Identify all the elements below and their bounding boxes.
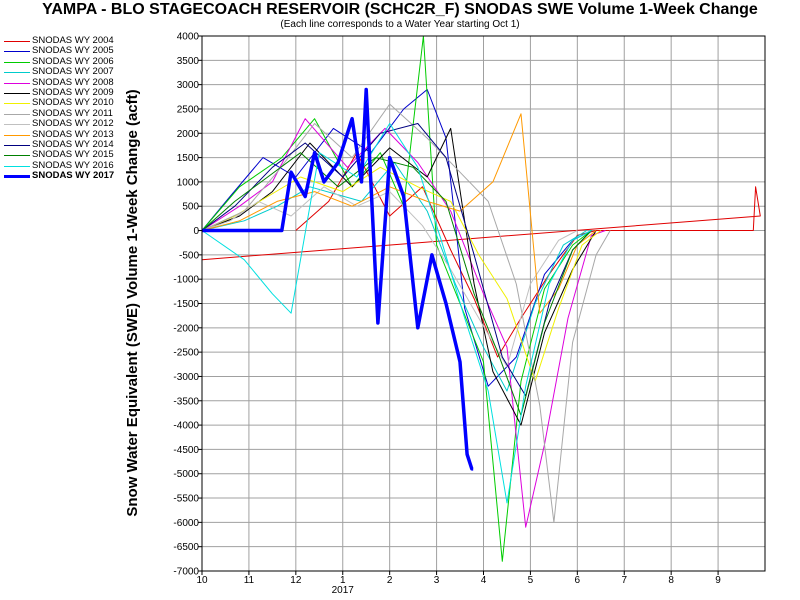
- y-tick-label: 1500: [177, 153, 200, 164]
- legend-item: SNODAS WY 2004: [4, 35, 126, 46]
- legend-item: SNODAS WY 2005: [4, 45, 126, 57]
- legend-swatch: [4, 175, 30, 179]
- legend-item: SNODAS WY 2017: [4, 170, 126, 182]
- legend-item: SNODAS WY 2013: [4, 128, 126, 140]
- y-tick-label: -500: [179, 250, 199, 261]
- x-tick-label: 7: [621, 575, 627, 586]
- x-tick-label: 8: [668, 575, 674, 586]
- legend-swatch: [4, 134, 30, 136]
- y-tick-label: 2000: [177, 129, 200, 140]
- x-tick-label: 11: [244, 575, 255, 586]
- legend-item: SNODAS WY 2007: [4, 66, 126, 78]
- series-line: [201, 123, 592, 397]
- legend-label: SNODAS WY 2006: [32, 55, 114, 67]
- series-line: [201, 152, 592, 416]
- legend-item: SNODAS WY 2008: [4, 76, 126, 88]
- y-tick-label: -4500: [173, 445, 199, 456]
- x-tick-label: 1: [340, 575, 346, 586]
- legend-label: SNODAS WY 2005: [32, 45, 114, 57]
- y-tick-label: -4000: [173, 421, 199, 432]
- x-tick-label: 9: [715, 575, 721, 586]
- y-tick-label: -2500: [173, 348, 199, 359]
- series-line: [201, 123, 592, 504]
- y-tick-label: 2500: [177, 104, 200, 115]
- y-tick-label: -5000: [173, 469, 199, 480]
- y-tick-label: 4000: [177, 32, 200, 43]
- y-tick-label: -2000: [173, 323, 199, 334]
- series-line: [201, 103, 611, 523]
- legend-label: SNODAS WY 2007: [32, 66, 114, 78]
- series-line: [201, 166, 602, 382]
- chart-title: YAMPA - BLO STAGECOACH RESERVOIR (SCHC2R…: [42, 1, 758, 18]
- legend-label: SNODAS WY 2012: [32, 118, 114, 130]
- legend-label: SNODAS WY 2016: [32, 159, 114, 171]
- legend-swatch: [4, 72, 30, 74]
- legend-swatch: [4, 155, 30, 157]
- legend-label: SNODAS WY 2013: [32, 128, 114, 140]
- legend-swatch: [4, 92, 30, 94]
- x-tick-label: 3: [434, 575, 440, 586]
- legend-label: SNODAS WY 2015: [32, 149, 114, 161]
- legend-label: SNODAS WY 2009: [32, 86, 114, 98]
- y-tick-label: 0: [193, 226, 199, 237]
- legend-label: SNODAS WY 2014: [32, 138, 114, 150]
- x-year-label: 2017: [332, 585, 355, 596]
- legend-swatch: [4, 61, 30, 63]
- y-tick-label: -6000: [173, 518, 199, 529]
- x-tick-label: 10: [196, 575, 208, 586]
- legend-item: SNODAS WY 2016: [4, 159, 126, 171]
- y-tick-label: 500: [182, 202, 199, 213]
- legend-label: SNODAS WY 2010: [32, 97, 114, 109]
- legend-swatch: [4, 103, 30, 105]
- series-line: [201, 118, 606, 528]
- chart-legend: SNODAS WY 2004 SNODAS WY 2005 SNODAS WY 20…: [4, 35, 126, 182]
- legend-item: SNODAS WY 2015: [4, 149, 126, 161]
- legend-item: SNODAS WY 2014: [4, 138, 126, 150]
- x-tick-label: 2: [387, 575, 393, 586]
- y-tick-label: -1000: [173, 275, 199, 286]
- legend-label: SNODAS WY 2004: [32, 35, 114, 46]
- series-line: [202, 87, 474, 471]
- y-tick-label: -5500: [173, 494, 199, 505]
- y-tick-label: -1500: [173, 299, 199, 310]
- y-tick-label: -3000: [173, 372, 199, 383]
- y-axis: 4000 3500 3000 2500 2000 1500 1000 500 0 -500 -100…: [173, 32, 202, 578]
- legend-label: SNODAS WY 2008: [32, 76, 114, 88]
- y-tick-label: -6500: [173, 542, 199, 553]
- x-tick-label: 6: [575, 575, 581, 586]
- y-tick-label: 3500: [177, 56, 200, 67]
- series-line: [201, 162, 587, 392]
- legend-swatch: [4, 41, 30, 42]
- legend-label: SNODAS WY 2017: [32, 170, 115, 182]
- series-lines: [201, 35, 761, 562]
- legend-swatch: [4, 124, 30, 126]
- series-line: [201, 152, 761, 358]
- series-line: [201, 127, 597, 426]
- chart-subtitle: (Each line corresponds to a Water Year s…: [280, 19, 520, 30]
- legend-item: SNODAS WY 2010: [4, 97, 126, 109]
- legend-swatch: [4, 82, 30, 84]
- y-tick-label: -3500: [173, 396, 199, 407]
- grid-lines: [201, 35, 765, 572]
- legend-swatch: [4, 113, 30, 115]
- legend-swatch: [4, 144, 30, 146]
- legend-item: SNODAS WY 2011: [4, 107, 126, 119]
- legend-item: SNODAS WY 2009: [4, 86, 126, 98]
- legend-item: SNODAS WY 2006: [4, 55, 126, 67]
- x-tick-label: 12: [290, 575, 302, 586]
- x-tick-label: 5: [528, 575, 534, 586]
- y-tick-label: -7000: [173, 567, 199, 578]
- legend-swatch: [4, 165, 30, 167]
- x-tick-label: 4: [481, 575, 487, 586]
- legend-swatch: [4, 51, 30, 53]
- legend-label: SNODAS WY 2011: [32, 107, 113, 119]
- y-tick-label: 1000: [177, 177, 200, 188]
- series-line: [201, 113, 597, 314]
- y-tick-label: 3000: [177, 80, 200, 91]
- legend-item: SNODAS WY 2012: [4, 118, 126, 130]
